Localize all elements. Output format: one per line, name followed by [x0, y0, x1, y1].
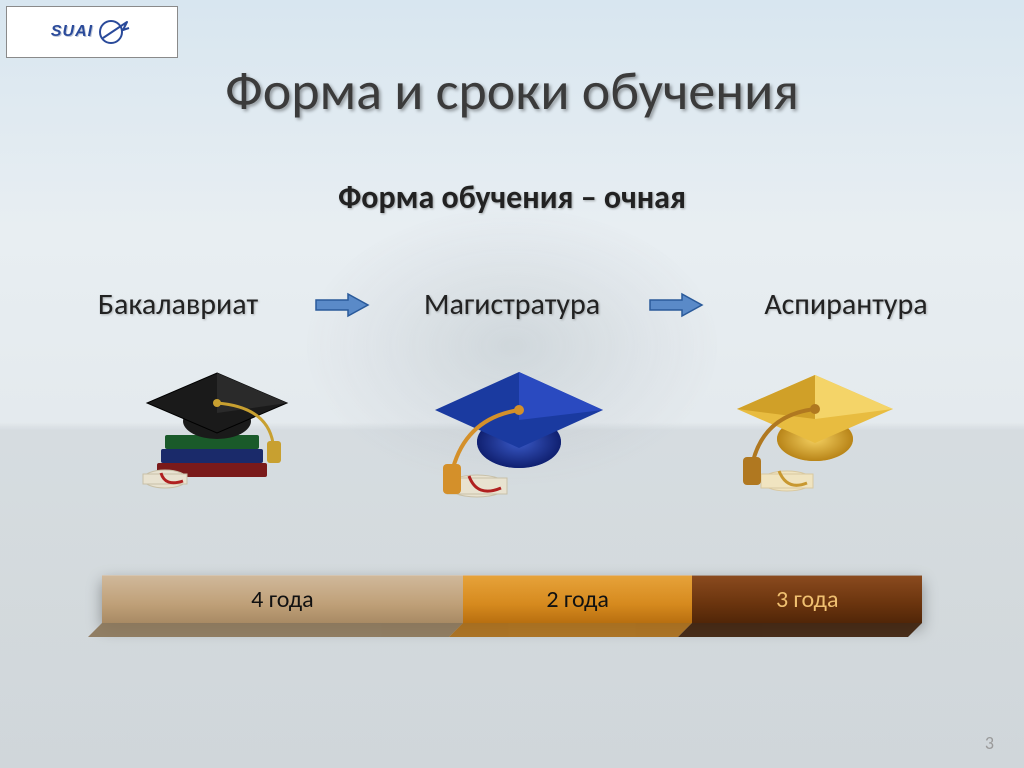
- bar-segment-label: 2 года: [546, 585, 609, 614]
- duration-bar-depth: [88, 623, 922, 637]
- page-title: Форма и сроки обучения: [0, 58, 1024, 124]
- caps-row: [0, 350, 1024, 520]
- bar-segment-label: 4 года: [251, 585, 314, 614]
- stage-labels-row: Бакалавриат Магистратура Аспирантура: [0, 286, 1024, 323]
- logo-plane-icon: [97, 18, 133, 46]
- stage-label-bachelor: Бакалавриат: [48, 286, 308, 323]
- cap-phd-icon: [697, 350, 917, 520]
- subtitle: Форма обучения – очная: [0, 178, 1024, 217]
- bar-segment-bachelor: 4 года: [102, 575, 463, 623]
- logo-text: SUAI: [51, 23, 93, 41]
- cap-bachelor-icon: [107, 350, 327, 520]
- duration-bar: 4 года 2 года 3 года: [102, 575, 922, 623]
- bar-segment-label: 3 года: [776, 585, 839, 614]
- cap-master-icon: [402, 350, 622, 520]
- page-number: 3: [985, 732, 994, 754]
- bar-segment-master: 2 года: [463, 575, 693, 623]
- arrow-icon: [648, 290, 706, 320]
- stage-label-phd: Аспирантура: [716, 286, 976, 323]
- bar-segment-phd: 3 года: [692, 575, 922, 623]
- slide-content: SUAI Форма и сроки обучения Форма обучен…: [0, 0, 1024, 768]
- stage-label-master: Магистратура: [382, 286, 642, 323]
- logo-badge: SUAI: [6, 6, 178, 58]
- arrow-icon: [314, 290, 372, 320]
